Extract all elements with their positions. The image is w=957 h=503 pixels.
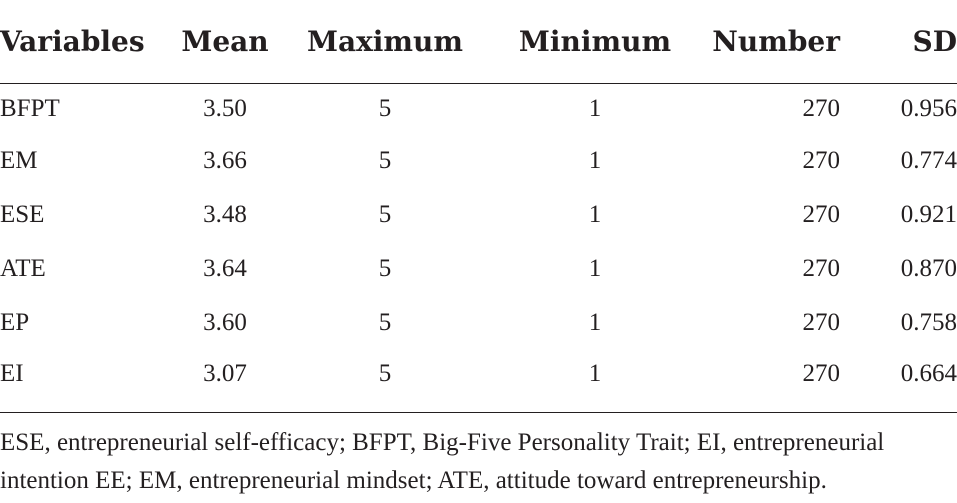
header-sd: SD [840, 0, 957, 84]
table-row: BFPT 3.50 5 1 270 0.956 [0, 84, 957, 135]
header-number: Number [700, 0, 840, 84]
cell-mean: 3.07 [203, 360, 247, 387]
cell-maximum: 5 [378, 255, 392, 282]
table-row: ESE 3.48 5 1 270 0.921 [0, 188, 957, 242]
header-maximum: Maximum [280, 0, 490, 84]
cell-mean: 3.50 [203, 95, 247, 122]
cell-number: 270 [802, 95, 841, 122]
cell-maximum: 5 [378, 309, 392, 336]
cell-sd: 0.758 [900, 309, 957, 336]
cell-mean: 3.64 [203, 255, 247, 282]
cell-number: 270 [802, 309, 841, 336]
cell-maximum: 5 [378, 360, 392, 387]
table-row: ATE 3.64 5 1 270 0.870 [0, 242, 957, 296]
cell-sd: 0.921 [900, 201, 957, 228]
cell-variable: BFPT [0, 95, 60, 122]
cell-number: 270 [802, 201, 841, 228]
table-row: EP 3.60 5 1 270 0.758 [0, 296, 957, 350]
cell-maximum: 5 [378, 95, 392, 122]
cell-sd: 0.956 [900, 95, 957, 122]
table-row: EI 3.07 5 1 270 0.664 [0, 350, 957, 413]
cell-mean: 3.48 [203, 201, 247, 228]
cell-maximum: 5 [378, 201, 392, 228]
cell-sd: 0.774 [900, 147, 957, 174]
cell-maximum: 5 [378, 147, 392, 174]
cell-variable: EI [0, 360, 24, 387]
cell-minimum: 1 [588, 255, 602, 282]
header-minimum: Minimum [490, 0, 700, 84]
table-row: EM 3.66 5 1 270 0.774 [0, 134, 957, 188]
cell-mean: 3.66 [203, 147, 247, 174]
cell-sd: 0.870 [900, 255, 957, 282]
cell-sd: 0.664 [900, 360, 957, 387]
descriptive-statistics-table: Variables Mean Maximum Minimum Number SD… [0, 0, 957, 413]
table-bottom-rule [0, 412, 957, 413]
cell-minimum: 1 [588, 360, 602, 387]
header-variables: Variables [0, 0, 170, 84]
cell-number: 270 [802, 147, 841, 174]
cell-minimum: 1 [588, 95, 602, 122]
cell-minimum: 1 [588, 309, 602, 336]
cell-mean: 3.60 [203, 309, 247, 336]
table-header-row: Variables Mean Maximum Minimum Number SD [0, 0, 957, 84]
cell-variable: EM [0, 147, 38, 174]
cell-number: 270 [802, 255, 841, 282]
table-footnote: ESE, entrepreneurial self-efficacy; BFPT… [0, 429, 885, 494]
cell-number: 270 [802, 360, 841, 387]
cell-variable: ESE [0, 201, 45, 228]
cell-variable: ATE [0, 255, 46, 282]
cell-variable: EP [0, 309, 30, 336]
cell-minimum: 1 [588, 147, 602, 174]
header-mean: Mean [170, 0, 280, 84]
cell-minimum: 1 [588, 201, 602, 228]
